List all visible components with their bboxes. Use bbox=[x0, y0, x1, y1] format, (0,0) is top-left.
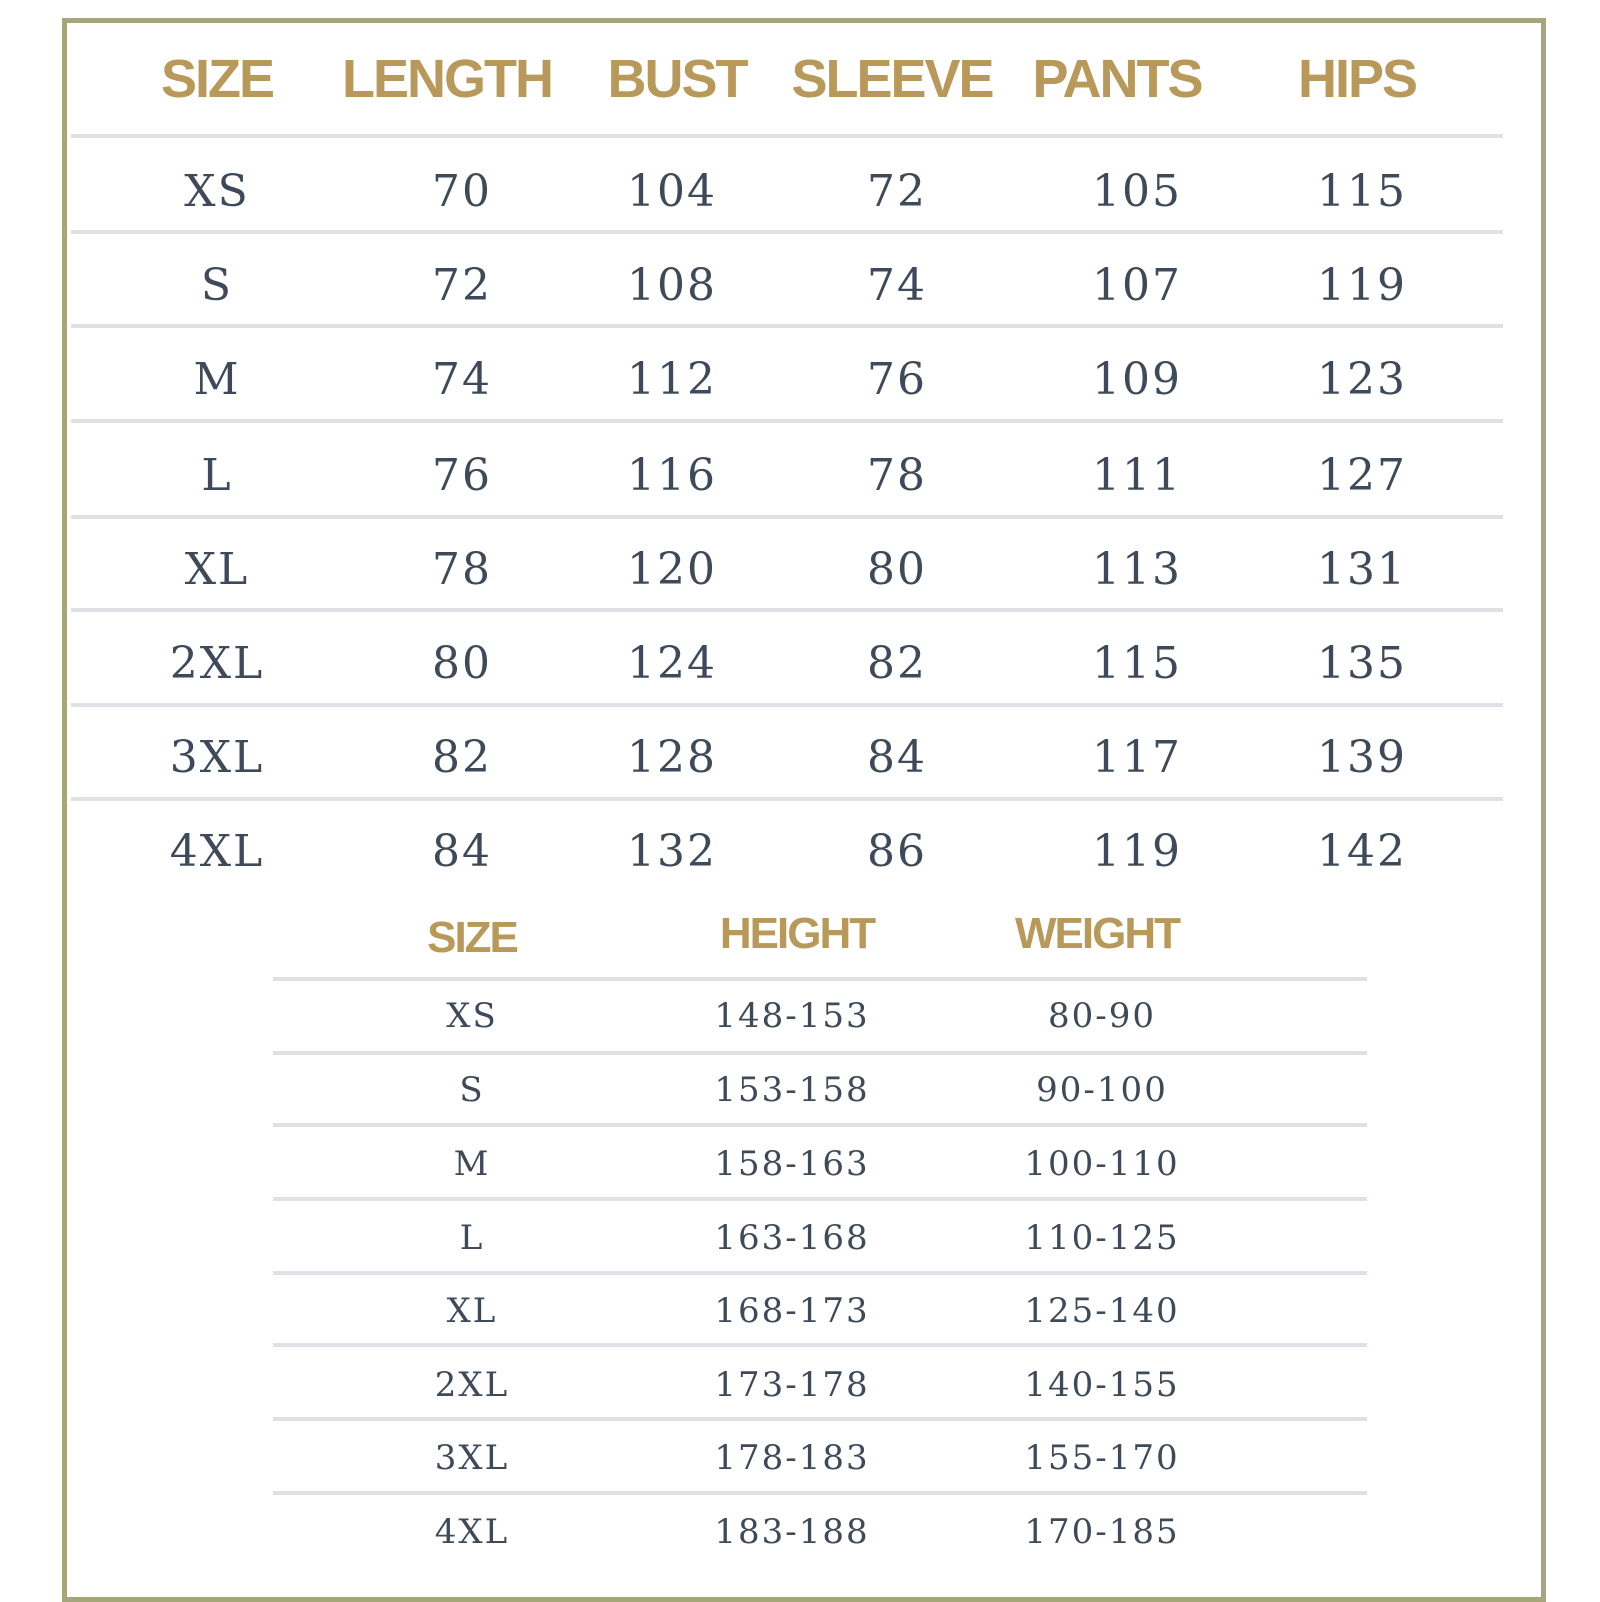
cell-sleeve: 76 bbox=[867, 354, 927, 405]
cell-hips: 139 bbox=[1317, 732, 1407, 783]
header-fit-size: SIZE bbox=[427, 913, 519, 962]
cell-hips: 127 bbox=[1317, 450, 1407, 501]
cell-weight: 100-110 bbox=[1024, 1144, 1180, 1184]
cell-height: 178-183 bbox=[714, 1438, 870, 1478]
row-divider bbox=[273, 1343, 1367, 1347]
cell-pants: 119 bbox=[1092, 826, 1182, 877]
cell-hips: 131 bbox=[1317, 544, 1407, 595]
cell-fit-size: M bbox=[453, 1144, 491, 1184]
cell-bust: 120 bbox=[627, 544, 717, 595]
row-divider bbox=[273, 1417, 1367, 1421]
cell-bust: 132 bbox=[627, 826, 717, 877]
row-divider bbox=[273, 977, 1367, 981]
header-weight: WEIGHT bbox=[1015, 909, 1181, 958]
cell-weight: 90-100 bbox=[1036, 1070, 1168, 1110]
row-divider bbox=[71, 134, 1503, 138]
cell-size: 2XL bbox=[169, 638, 265, 689]
cell-height: 173-178 bbox=[714, 1365, 870, 1405]
cell-weight: 140-155 bbox=[1024, 1365, 1180, 1405]
cell-bust: 112 bbox=[627, 354, 717, 405]
cell-fit-size: L bbox=[459, 1218, 485, 1258]
header-length: LENGTH bbox=[342, 49, 554, 109]
row-divider bbox=[71, 324, 1503, 328]
cell-size: M bbox=[193, 354, 241, 405]
cell-sleeve: 78 bbox=[867, 450, 927, 501]
cell-size: L bbox=[201, 450, 233, 501]
cell-pants: 105 bbox=[1092, 166, 1182, 217]
cell-bust: 108 bbox=[627, 260, 717, 311]
cell-sleeve: 72 bbox=[867, 166, 927, 217]
row-divider bbox=[71, 515, 1503, 519]
cell-height: 148-153 bbox=[714, 996, 870, 1036]
cell-height: 183-188 bbox=[714, 1512, 870, 1552]
cell-length: 76 bbox=[432, 450, 492, 501]
cell-fit-size: XS bbox=[446, 996, 498, 1036]
cell-hips: 135 bbox=[1317, 638, 1407, 689]
row-divider bbox=[71, 230, 1503, 234]
cell-sleeve: 86 bbox=[867, 826, 927, 877]
cell-fit-size: 3XL bbox=[434, 1438, 510, 1478]
cell-bust: 116 bbox=[627, 450, 717, 501]
cell-pants: 115 bbox=[1092, 638, 1182, 689]
row-divider bbox=[273, 1491, 1367, 1495]
cell-sleeve: 80 bbox=[867, 544, 927, 595]
cell-fit-size: 2XL bbox=[434, 1365, 510, 1405]
cell-weight: 125-140 bbox=[1024, 1291, 1180, 1331]
header-hips: HIPS bbox=[1297, 49, 1418, 109]
cell-length: 80 bbox=[432, 638, 492, 689]
cell-weight: 80-90 bbox=[1047, 996, 1156, 1036]
cell-height: 158-163 bbox=[714, 1144, 870, 1184]
size-chart-frame: SIZE LENGTH BUST SLEEVE PANTS HIPS XS 70… bbox=[62, 18, 1546, 1602]
cell-bust: 124 bbox=[627, 638, 717, 689]
cell-length: 78 bbox=[432, 544, 492, 595]
row-divider bbox=[71, 608, 1503, 612]
cell-height: 163-168 bbox=[714, 1218, 870, 1258]
cell-sleeve: 84 bbox=[867, 732, 927, 783]
cell-pants: 113 bbox=[1092, 544, 1182, 595]
cell-hips: 123 bbox=[1317, 354, 1407, 405]
cell-length: 74 bbox=[432, 354, 492, 405]
row-divider bbox=[71, 703, 1503, 707]
cell-hips: 115 bbox=[1317, 166, 1407, 217]
header-sleeve: SLEEVE bbox=[791, 49, 994, 109]
cell-pants: 117 bbox=[1092, 732, 1182, 783]
cell-weight: 155-170 bbox=[1024, 1438, 1180, 1478]
cell-size: XL bbox=[184, 544, 250, 595]
header-size: SIZE bbox=[160, 49, 275, 109]
cell-fit-size: S bbox=[459, 1070, 485, 1110]
cell-hips: 142 bbox=[1317, 826, 1407, 877]
cell-length: 70 bbox=[432, 166, 492, 217]
cell-bust: 128 bbox=[627, 732, 717, 783]
row-divider bbox=[71, 797, 1503, 801]
cell-length: 82 bbox=[432, 732, 492, 783]
header-bust: BUST bbox=[607, 49, 749, 109]
cell-length: 72 bbox=[432, 260, 492, 311]
cell-size: 4XL bbox=[169, 826, 265, 877]
row-divider bbox=[71, 419, 1503, 423]
cell-pants: 107 bbox=[1092, 260, 1182, 311]
cell-fit-size: XL bbox=[446, 1291, 498, 1331]
cell-hips: 119 bbox=[1317, 260, 1407, 311]
cell-bust: 104 bbox=[627, 166, 717, 217]
row-divider bbox=[273, 1197, 1367, 1201]
cell-size: S bbox=[200, 260, 234, 311]
row-divider bbox=[273, 1051, 1367, 1055]
cell-sleeve: 82 bbox=[867, 638, 927, 689]
cell-length: 84 bbox=[432, 826, 492, 877]
cell-pants: 111 bbox=[1092, 450, 1182, 501]
row-divider bbox=[273, 1271, 1367, 1275]
row-divider bbox=[273, 1123, 1367, 1127]
cell-size: 3XL bbox=[169, 732, 265, 783]
cell-weight: 110-125 bbox=[1024, 1218, 1180, 1258]
cell-pants: 109 bbox=[1092, 354, 1182, 405]
cell-size: XS bbox=[184, 166, 250, 217]
cell-sleeve: 74 bbox=[867, 260, 927, 311]
header-pants: PANTS bbox=[1032, 49, 1203, 109]
cell-fit-size: 4XL bbox=[434, 1512, 510, 1552]
cell-weight: 170-185 bbox=[1024, 1512, 1180, 1552]
cell-height: 153-158 bbox=[714, 1070, 870, 1110]
cell-height: 168-173 bbox=[714, 1291, 870, 1331]
header-height: HEIGHT bbox=[719, 909, 876, 958]
